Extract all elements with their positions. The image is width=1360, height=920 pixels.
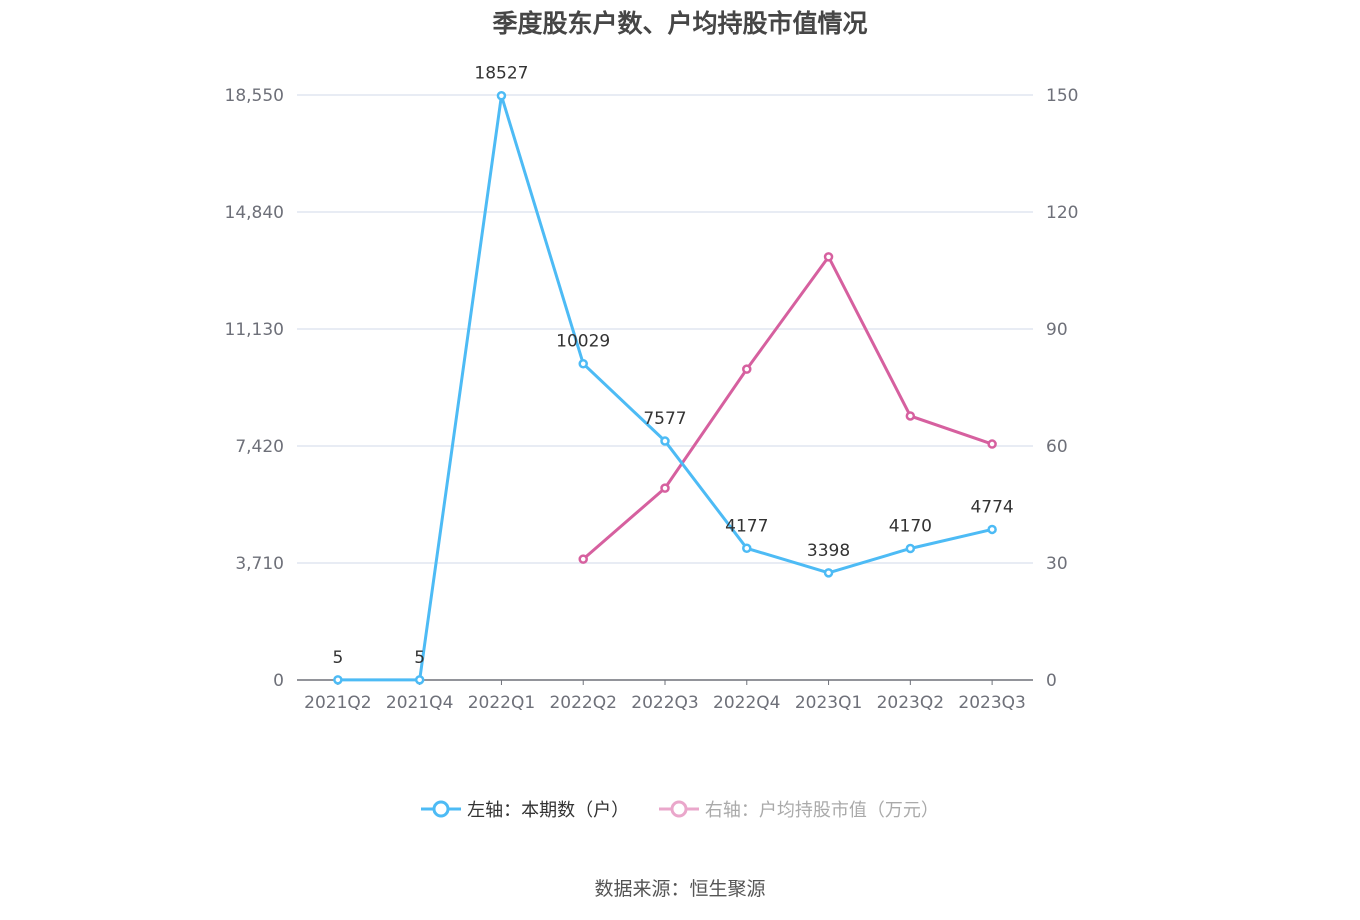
left-axis-tick-label: 18,550 — [225, 86, 284, 106]
x-axis-tick-label: 2022Q4 — [713, 693, 780, 713]
data-point — [414, 675, 425, 685]
data-label: 18527 — [474, 64, 528, 84]
series-line — [582, 253, 993, 561]
data-point — [987, 439, 997, 449]
legend-label: 左轴：本期数（户） — [467, 800, 630, 821]
series-line — [337, 95, 993, 682]
source-note: 数据来源：恒生聚源 — [594, 878, 766, 900]
left-axis-tick-label: 0 — [273, 671, 284, 691]
legend-item-right[interactable]: 右轴：户均持股市值（万元） — [658, 796, 939, 822]
x-axis-tick-label: 2023Q3 — [958, 693, 1025, 713]
x-axis-tick-label: 2021Q2 — [304, 693, 371, 713]
data-point — [578, 358, 588, 369]
data-label: 4177 — [725, 516, 768, 536]
right-axis-tick-label: 30 — [1046, 554, 1068, 574]
left-axis-tick-label: 11,130 — [225, 320, 284, 340]
legend: 左轴：本期数（户） 右轴：户均持股市值（万元） — [0, 796, 1360, 824]
x-axis-tick-label: 2022Q3 — [631, 693, 698, 713]
data-point — [905, 411, 916, 421]
data-point — [578, 554, 588, 564]
data-label: 7577 — [643, 409, 686, 429]
x-axis-tick-label: 2023Q2 — [877, 693, 944, 713]
data-label: 5 — [332, 648, 343, 668]
right-axis-tick-label: 120 — [1046, 203, 1078, 223]
data-point — [742, 543, 752, 554]
x-axis-tick-label: 2022Q2 — [549, 693, 616, 713]
x-axis-tick-label: 2023Q1 — [795, 693, 862, 713]
data-point — [823, 568, 834, 578]
legend-marker-icon — [658, 800, 699, 818]
right-axis-tick-label: 90 — [1046, 320, 1068, 340]
right-axis-tick-label: 150 — [1046, 86, 1078, 106]
data-point — [987, 524, 997, 535]
data-point — [660, 436, 670, 446]
x-axis-tick-label: 2021Q4 — [386, 693, 453, 713]
x-axis-tick-label: 2022Q1 — [468, 693, 535, 713]
data-point — [660, 483, 670, 493]
left-axis-tick-label: 7,420 — [235, 437, 284, 457]
data-point — [823, 252, 834, 262]
data-point — [905, 543, 916, 554]
left-axis-tick-label: 3,710 — [235, 554, 284, 574]
data-label: 10029 — [556, 332, 610, 352]
data-label: 5 — [414, 648, 425, 668]
legend-item-left[interactable]: 左轴：本期数（户） — [421, 796, 629, 822]
data-label: 4170 — [889, 516, 932, 536]
legend-label: 右轴：户均持股市值（万元） — [704, 800, 939, 821]
left-axis-tick-label: 14,840 — [225, 203, 284, 223]
data-label: 3398 — [807, 541, 850, 561]
data-point — [742, 364, 752, 374]
data-point — [333, 675, 343, 685]
chart-title: 季度股东户数、户均持股市值情况 — [492, 9, 868, 38]
right-axis-tick-label: 0 — [1046, 671, 1057, 691]
right-axis-tick-label: 60 — [1046, 437, 1068, 457]
data-point — [496, 90, 507, 101]
legend-marker-icon — [421, 800, 462, 818]
data-label: 4774 — [970, 497, 1013, 517]
